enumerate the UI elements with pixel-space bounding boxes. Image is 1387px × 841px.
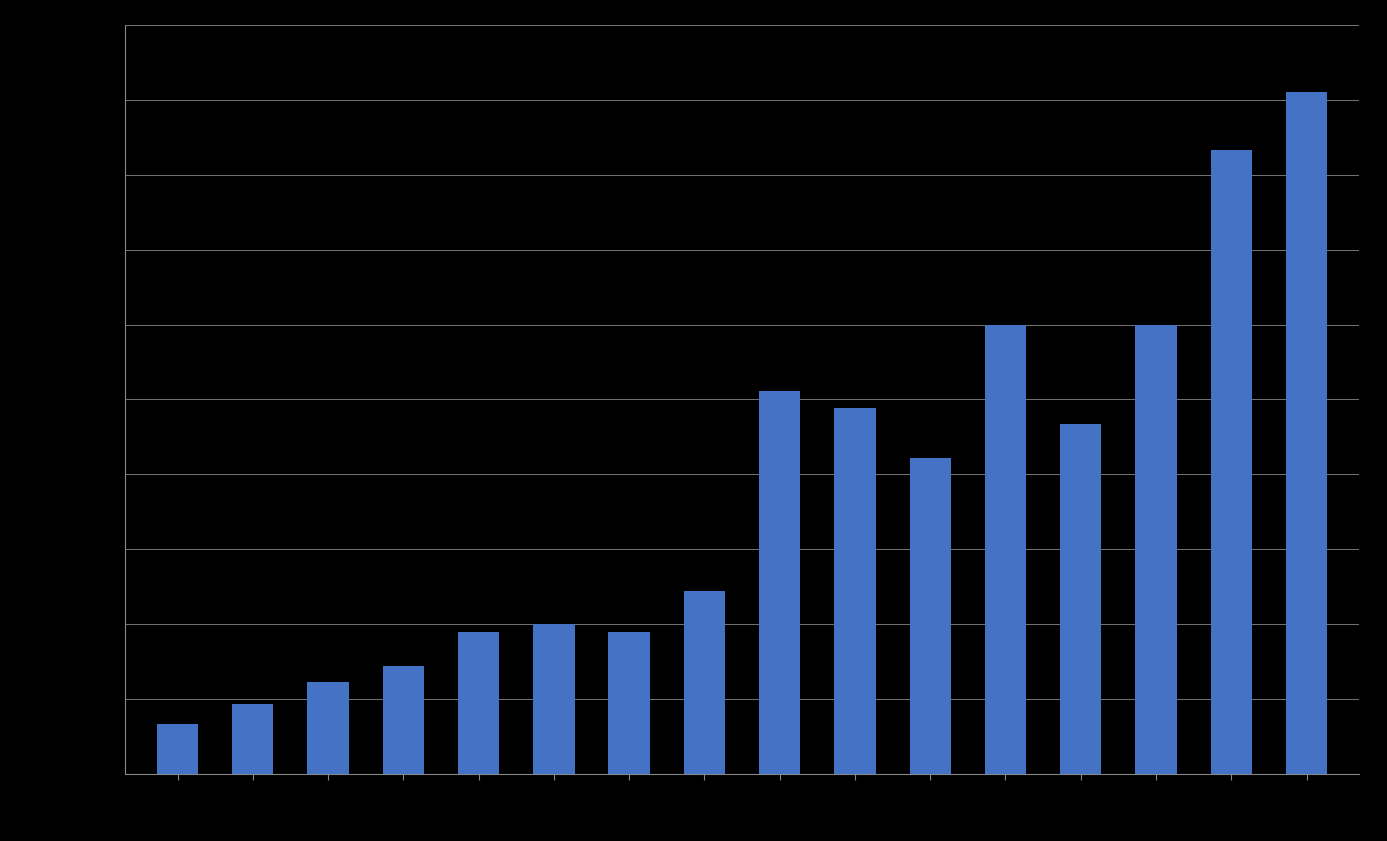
Bar	[759, 391, 800, 774]
Bar	[232, 704, 273, 774]
Bar	[383, 665, 424, 774]
Bar	[985, 325, 1026, 774]
Bar	[308, 682, 348, 774]
Bar	[1136, 325, 1176, 774]
Bar	[684, 590, 725, 774]
Bar	[609, 632, 651, 774]
Bar	[910, 458, 951, 774]
Bar	[1060, 425, 1101, 774]
Bar	[157, 724, 198, 774]
Bar	[533, 624, 574, 774]
Bar	[1211, 150, 1252, 774]
Bar	[458, 632, 499, 774]
Bar	[1286, 92, 1327, 774]
Bar	[834, 408, 875, 774]
